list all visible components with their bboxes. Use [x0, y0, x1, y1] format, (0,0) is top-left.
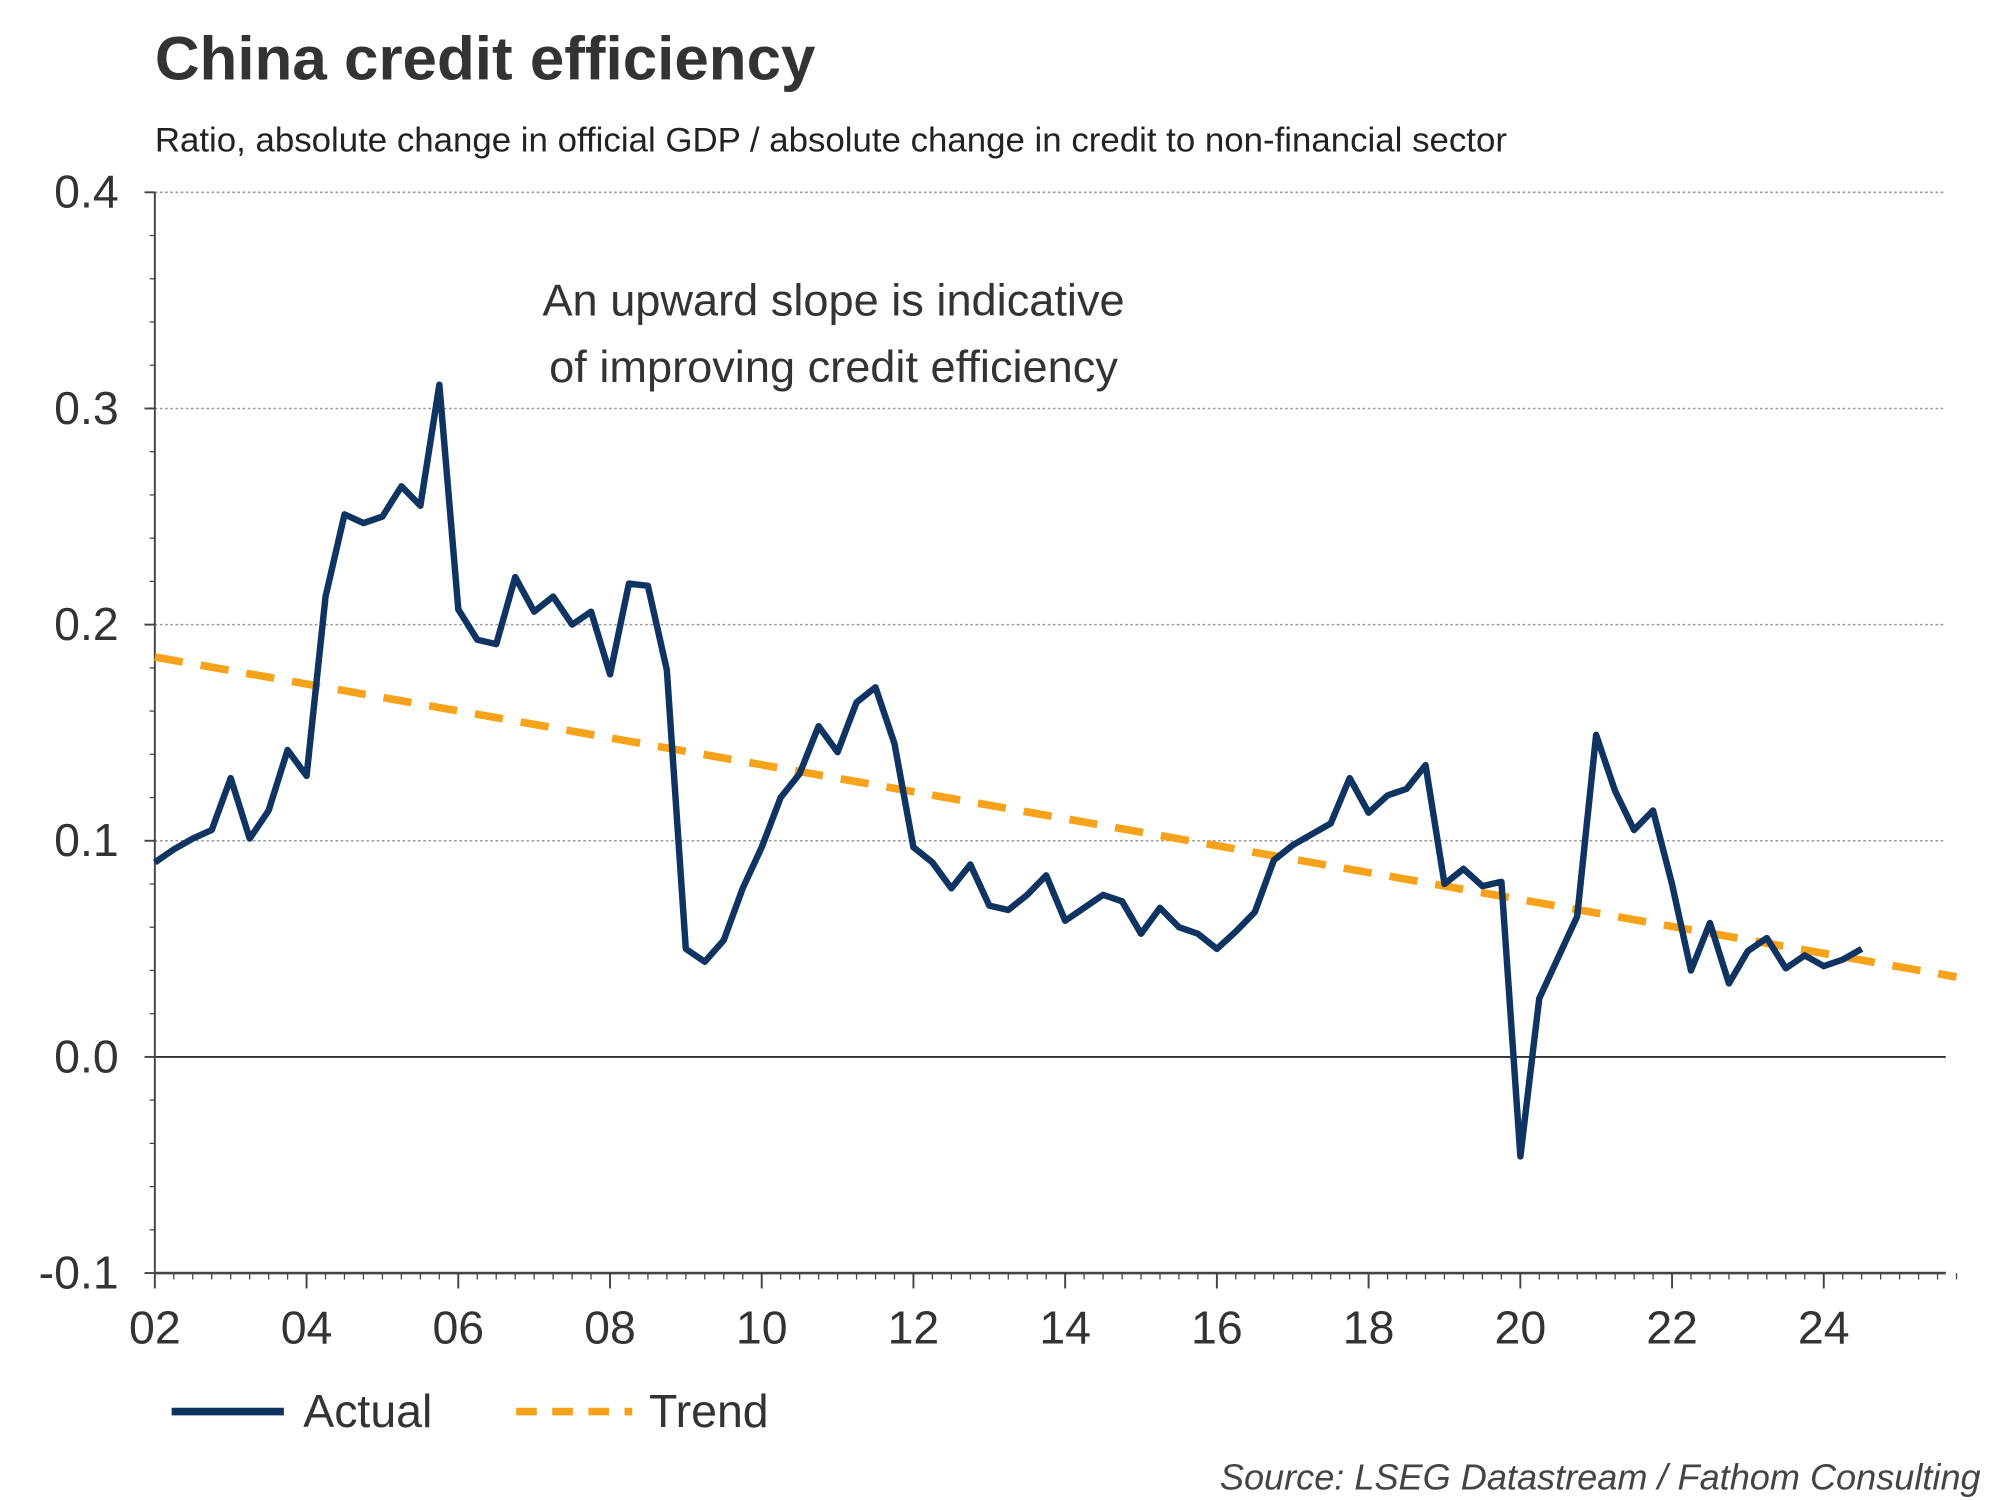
- x-tick-label: 02: [129, 1302, 181, 1354]
- trend-line: [154, 653, 1958, 981]
- legend: Actual Trend: [171, 1385, 769, 1437]
- source-note: Source: LSEG Datastream / Fathom Consult…: [1220, 1457, 1981, 1498]
- x-tick-label: 18: [1343, 1302, 1395, 1354]
- x-tick-label: 20: [1494, 1302, 1546, 1354]
- x-tick-label: 24: [1798, 1302, 1850, 1354]
- x-tick-label: 10: [736, 1302, 788, 1354]
- axes: [144, 191, 1958, 1289]
- y-tick-label: 0.0: [54, 1030, 119, 1082]
- y-tick-label: -0.1: [39, 1247, 119, 1299]
- x-tick-label: 14: [1039, 1302, 1091, 1354]
- x-tick-label: 04: [281, 1302, 333, 1354]
- chart-subtitle: Ratio, absolute change in official GDP /…: [155, 121, 1507, 159]
- x-tick-label: 16: [1191, 1302, 1243, 1354]
- series-group: [152, 381, 1958, 1160]
- x-tick-label: 22: [1646, 1302, 1698, 1354]
- y-tick-label: 0.2: [54, 598, 119, 650]
- y-tick-label: 0.3: [54, 382, 119, 434]
- chart-title: China credit efficiency: [155, 25, 816, 94]
- x-tick-label: 06: [432, 1302, 484, 1354]
- actual-line: [152, 381, 1864, 1160]
- x-tick-label: 08: [584, 1302, 636, 1354]
- legend-label-actual: Actual: [303, 1385, 432, 1437]
- annotation-line-1: An upward slope is indicative: [542, 275, 1124, 326]
- y-tick-label: 0.4: [54, 166, 119, 218]
- y-axis-labels: 0.4 0.3 0.2 0.1 0.0 -0.1: [39, 166, 119, 1299]
- legend-label-trend: Trend: [649, 1385, 769, 1437]
- annotation-line-2: of improving credit efficiency: [549, 341, 1118, 392]
- x-tick-label: 12: [888, 1302, 940, 1354]
- y-tick-label: 0.1: [54, 814, 119, 866]
- x-axis-labels: 02 04 06 08 10 12 14 16 18 20 22 24: [129, 1302, 1850, 1354]
